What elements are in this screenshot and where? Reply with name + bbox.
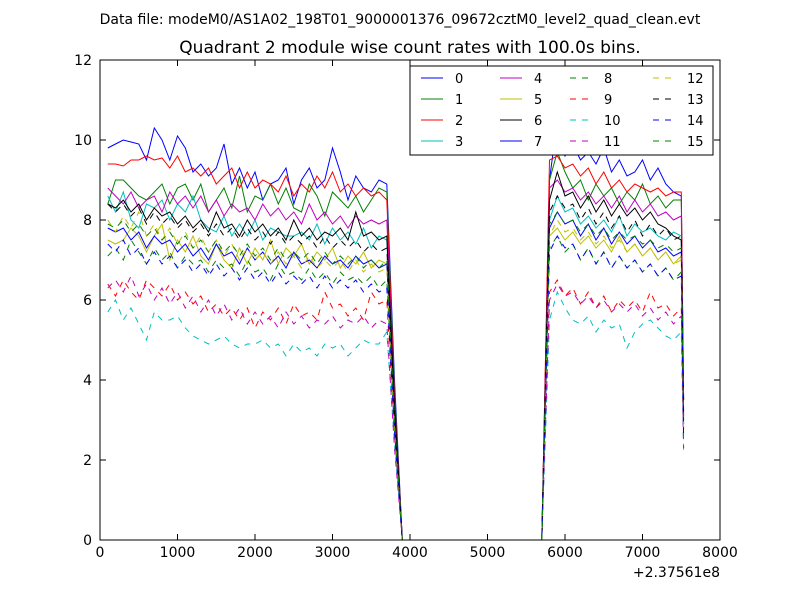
axes-layer: 0 1000 2000 3000 4000 5000 6000 7000 80000246810…	[74, 53, 738, 561]
series-line-15	[107, 211, 685, 541]
chart-suptitle: Data file: modeM0/AS1A02_198T01_90000013…	[100, 12, 701, 28]
series-line-12	[107, 210, 685, 541]
x-tick-label: 7000	[625, 545, 661, 561]
legend-label-8: 8	[604, 72, 612, 87]
series-line-14	[107, 234, 685, 541]
y-tick-label: 12	[74, 53, 92, 69]
series-line-8	[107, 234, 685, 541]
series-line-10	[107, 290, 685, 541]
legend-label-5: 5	[534, 93, 542, 108]
x-tick-label: 2000	[237, 545, 273, 561]
x-tick-label: 5000	[470, 545, 506, 561]
legend-label-4: 4	[534, 72, 542, 87]
y-tick-label: 2	[83, 453, 92, 469]
x-tick-label: 1000	[160, 545, 196, 561]
series-line-4	[107, 179, 685, 541]
x-tick-label: 0	[96, 545, 105, 561]
y-tick-label: 0	[83, 533, 92, 549]
series-line-13	[107, 194, 685, 541]
legend-label-6: 6	[534, 114, 542, 129]
x-tick-label: 8000	[702, 545, 738, 561]
legend-label-9: 9	[604, 93, 612, 108]
legend-label-3: 3	[455, 135, 463, 150]
y-tick-label: 6	[83, 293, 92, 309]
legend-label-13: 13	[687, 93, 704, 108]
series-layer	[107, 119, 685, 541]
legend-label-7: 7	[534, 135, 542, 150]
series-line-5	[107, 222, 685, 541]
series-line-2	[107, 154, 685, 541]
series-line-9	[107, 278, 685, 541]
series-line-3	[107, 190, 685, 541]
y-tick-label: 10	[74, 133, 92, 149]
legend-label-12: 12	[687, 72, 704, 87]
x-tick-label: 6000	[547, 545, 583, 561]
legend-label-15: 15	[687, 135, 704, 150]
chart-title: Quadrant 2 module wise count rates with …	[179, 38, 640, 58]
y-tick-label: 8	[83, 213, 92, 229]
x-offset-label: +2.37561e8	[633, 565, 720, 581]
series-line-11	[107, 274, 685, 541]
legend-label-14: 14	[687, 114, 704, 129]
legend-label-1: 1	[455, 93, 463, 108]
x-tick-label: 3000	[315, 545, 351, 561]
legend-label-2: 2	[455, 114, 463, 129]
legend-box	[409, 65, 714, 156]
legend-label-0: 0	[455, 72, 463, 87]
x-tick-label: 4000	[392, 545, 428, 561]
legend-label-11: 11	[604, 135, 621, 150]
legend-label-10: 10	[604, 114, 621, 129]
y-tick-label: 4	[83, 373, 92, 389]
